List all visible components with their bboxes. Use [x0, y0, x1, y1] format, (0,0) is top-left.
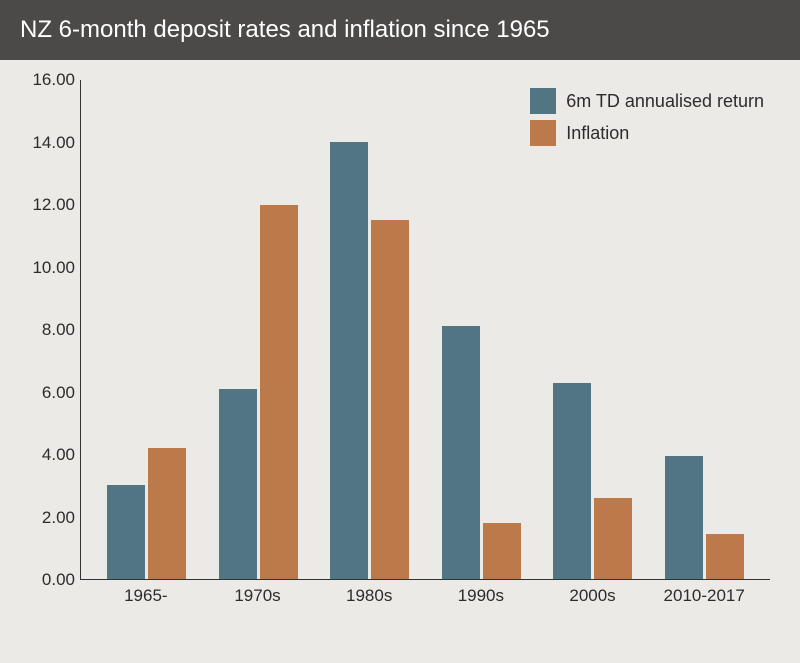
- y-tick-label: 16.00: [25, 70, 75, 90]
- x-tick-label: 2000s: [537, 586, 649, 610]
- bar-series-0: [553, 383, 591, 579]
- bar-series-0: [665, 456, 703, 579]
- y-tick-label: 6.00: [25, 383, 75, 403]
- bar-series-0: [219, 389, 257, 579]
- bar-series-1: [594, 498, 632, 579]
- bar-series-0: [107, 485, 145, 579]
- x-tick-label: 1970s: [202, 586, 314, 610]
- x-tick-label: 1965-: [90, 586, 202, 610]
- bar-series-1: [260, 205, 298, 579]
- plot-area: 6m TD annualised return Inflation 0.002.…: [80, 80, 770, 610]
- chart-container: NZ 6-month deposit rates and inflation s…: [0, 0, 800, 663]
- bar-series-1: [371, 220, 409, 579]
- bar-series-0: [330, 142, 368, 579]
- x-tick-label: 1990s: [425, 586, 537, 610]
- bar-series-1: [148, 448, 186, 579]
- bar-series-1: [483, 523, 521, 579]
- bars-row: [81, 80, 770, 579]
- x-tick-label: 2010-2017: [648, 586, 760, 610]
- x-tick-label: 1980s: [313, 586, 425, 610]
- y-tick-label: 12.00: [25, 195, 75, 215]
- bar-group: [91, 80, 203, 579]
- y-axis: 0.002.004.006.008.0010.0012.0014.0016.00: [25, 80, 75, 580]
- y-tick-label: 0.00: [25, 570, 75, 590]
- bars-area: [80, 80, 770, 580]
- bar-group: [537, 80, 649, 579]
- y-tick-label: 4.00: [25, 445, 75, 465]
- y-tick-label: 8.00: [25, 320, 75, 340]
- bar-group: [649, 80, 761, 579]
- y-tick-label: 10.00: [25, 258, 75, 278]
- x-axis-labels: 1965-1970s1980s1990s2000s2010-2017: [80, 580, 770, 610]
- bar-series-0: [442, 326, 480, 579]
- bar-group: [203, 80, 315, 579]
- y-tick-label: 2.00: [25, 508, 75, 528]
- bar-group: [426, 80, 538, 579]
- bar-series-1: [706, 534, 744, 579]
- chart-title: NZ 6-month deposit rates and inflation s…: [0, 0, 800, 60]
- bar-group: [314, 80, 426, 579]
- y-tick-label: 14.00: [25, 133, 75, 153]
